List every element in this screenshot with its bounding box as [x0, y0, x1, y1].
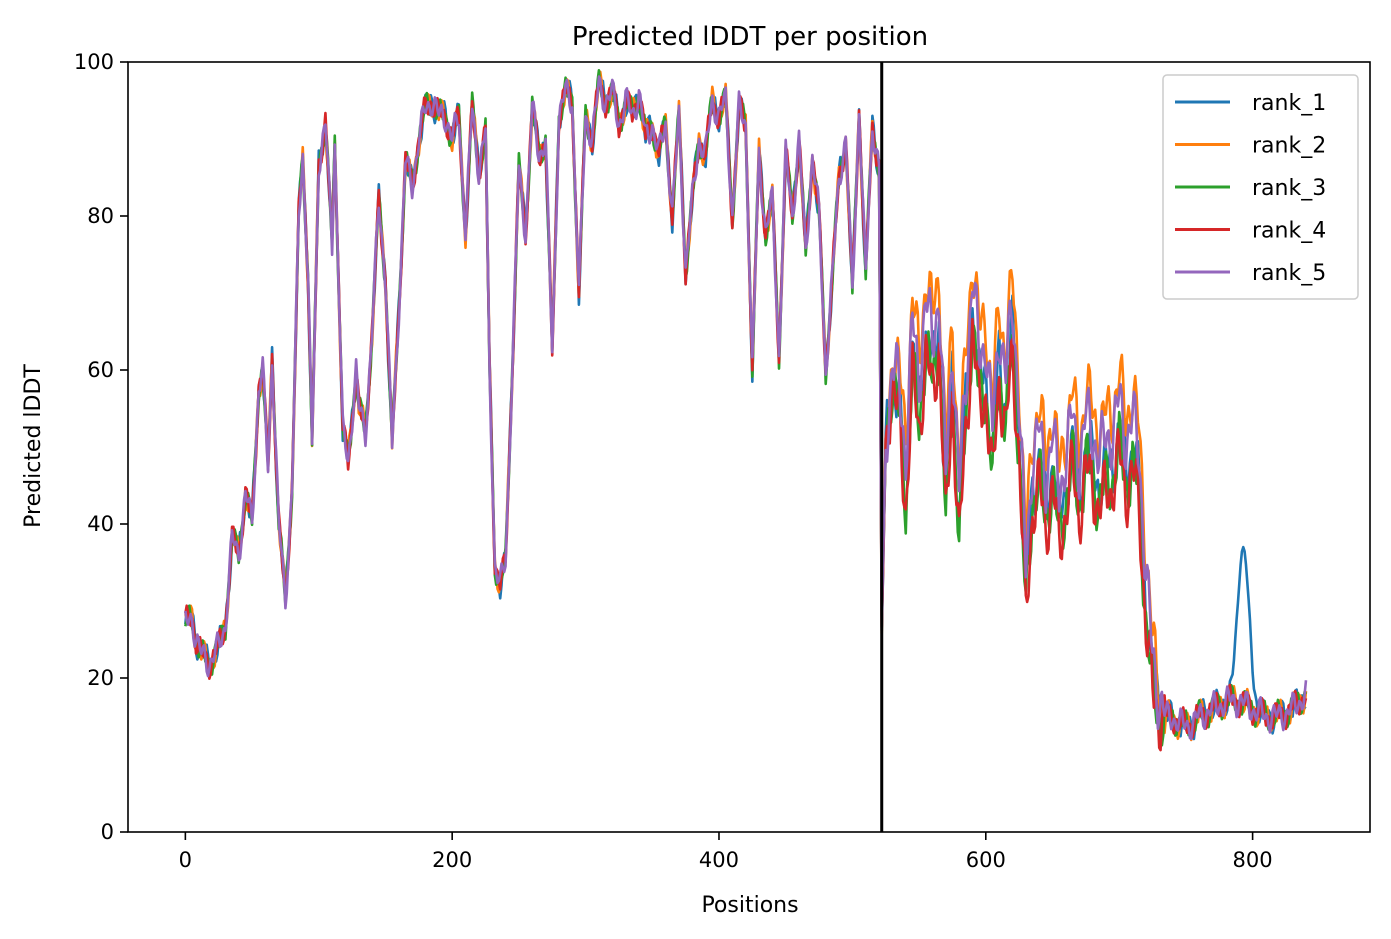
legend-label-rank_1: rank_1	[1252, 91, 1326, 116]
y-tick-label: 20	[87, 666, 114, 690]
y-tick-label: 40	[87, 512, 114, 536]
x-tick-label: 800	[1233, 848, 1273, 872]
x-tick-label: 0	[179, 848, 192, 872]
legend-label-rank_2: rank_2	[1252, 134, 1326, 159]
legend-box	[1162, 74, 1359, 300]
legend: rank_1 rank_2 rank_3 rank_4 rank_5	[1162, 74, 1359, 300]
y-tick-label: 60	[87, 358, 114, 382]
x-tick-label: 600	[966, 848, 1006, 872]
y-axis-ticks: 0 20 40 60 80 100	[74, 50, 128, 844]
legend-label-rank_5: rank_5	[1252, 261, 1326, 286]
y-tick-label: 80	[87, 204, 114, 228]
x-tick-label: 400	[699, 848, 739, 872]
y-tick-label: 100	[74, 50, 114, 74]
chart-title: Predicted lDDT per position	[572, 22, 928, 52]
x-axis-label: Positions	[701, 893, 798, 918]
series-line-rank_5	[184, 75, 1308, 741]
x-tick-label: 200	[432, 848, 472, 872]
y-axis-label: Predicted lDDT	[21, 364, 46, 528]
x-axis-ticks: 0 200 400 600 800	[179, 832, 1273, 872]
legend-label-rank_4: rank_4	[1252, 219, 1326, 244]
series-layer	[184, 68, 1308, 752]
plot-frame	[127, 61, 1371, 833]
legend-label-rank_3: rank_3	[1252, 176, 1326, 201]
y-tick-label: 0	[101, 820, 114, 844]
